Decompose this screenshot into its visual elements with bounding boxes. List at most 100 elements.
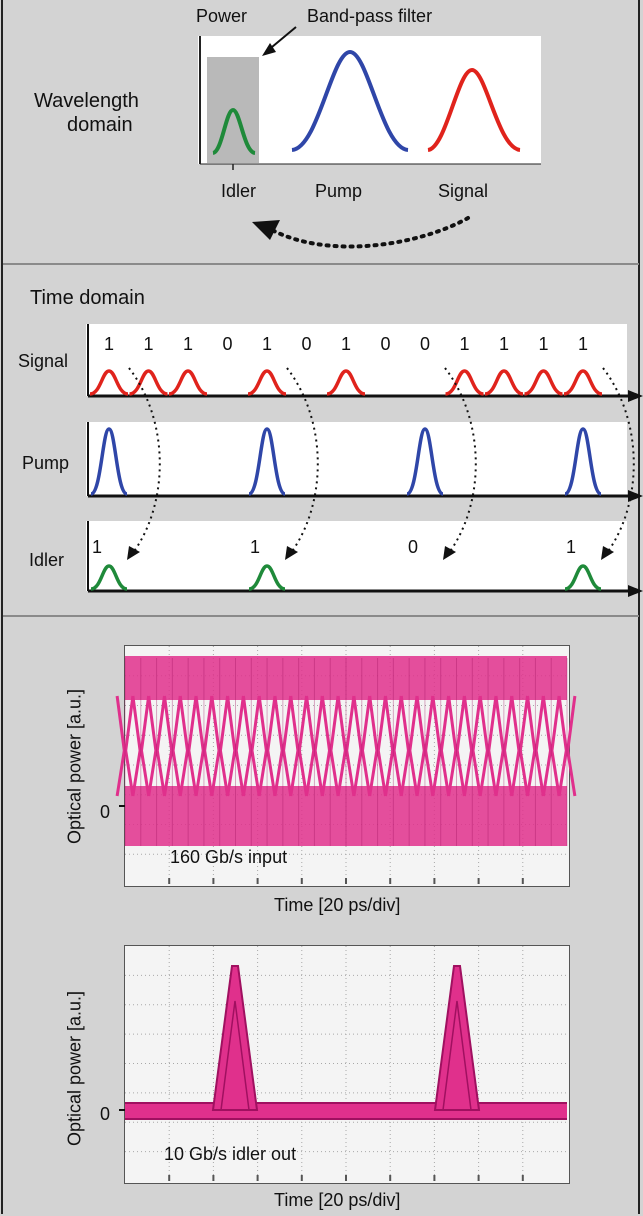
wavelength-domain-label-line1: Wavelength <box>34 90 139 112</box>
eye-top-crossing <box>368 695 387 797</box>
eye-top-crossing <box>557 695 577 797</box>
idler-bit-label: 1 <box>566 537 576 557</box>
signal-pulse <box>129 369 168 396</box>
pump-spectrum <box>291 49 409 152</box>
eye-bottom-zero-label: 0 <box>100 1104 111 1124</box>
wavelength-domain-label-line2: domain <box>67 114 133 136</box>
eye-top-crossing <box>541 695 561 797</box>
time-axis-arrow <box>628 490 643 502</box>
signal-pulse <box>445 369 484 396</box>
time-domain-title: Time domain <box>30 287 145 309</box>
eye-top-crossing <box>510 695 530 797</box>
eye-top-crossing <box>352 695 372 797</box>
eye-top-crossing <box>399 695 419 797</box>
eye-top-crossing <box>462 695 482 797</box>
signal-pulse <box>563 369 603 396</box>
signal-bit-label: 1 <box>499 334 509 354</box>
eye-top-crossing <box>431 695 451 797</box>
eye-top-crossing <box>415 695 435 797</box>
eye-top-crossing <box>494 695 514 797</box>
pump-pulse <box>248 427 286 496</box>
pump-wavelength-label: Pump <box>315 181 363 201</box>
signal-bit-label: 1 <box>262 334 272 354</box>
signal-pulse <box>247 369 287 396</box>
signal-pulse <box>326 369 366 396</box>
signal-bit-label: 1 <box>460 334 470 354</box>
signal-bit-label: 1 <box>183 334 193 354</box>
idler-bit-label: 1 <box>92 537 102 557</box>
mapping-arrowhead <box>443 546 456 560</box>
pump-pulse <box>564 427 602 496</box>
time-axis-arrow <box>628 390 643 402</box>
signal-wavelength-label: Signal <box>438 181 489 201</box>
signal-bit-label: 1 <box>578 334 588 354</box>
signal-pulse <box>484 369 524 396</box>
eye-top-crossing <box>336 695 356 797</box>
conversion-arrow <box>270 216 470 249</box>
mapping-arrowhead <box>285 546 298 560</box>
signal-bit-label: 0 <box>381 334 391 354</box>
signal-bit-label: 1 <box>539 334 549 354</box>
idler-bit-label: 1 <box>250 537 260 557</box>
signal-bit-label: 0 <box>420 334 430 354</box>
pump-row-label: Pump <box>22 453 70 473</box>
eye-top-crossing <box>526 695 545 797</box>
pump-pulse <box>406 427 444 496</box>
signal-bit-label: 1 <box>104 334 114 354</box>
eye-top-crossing <box>289 695 309 797</box>
eye-top-crossing <box>257 695 277 797</box>
signal-bit-label: 1 <box>341 334 351 354</box>
eye-bottom-pulse-inner <box>220 1000 250 1111</box>
eye-bottom-pulse-inner <box>442 1000 472 1111</box>
idler-row-label: Idler <box>29 550 65 570</box>
idler-bit-label: 0 <box>408 537 418 557</box>
idler-row-panel <box>86 521 627 591</box>
eye-top-crossing <box>194 695 214 797</box>
eye-bottom-pulse <box>211 965 259 1111</box>
signal-row-label: Signal <box>18 351 69 371</box>
eye-top-crossing <box>131 695 151 797</box>
eye-top-crossing <box>447 695 466 797</box>
idler-spectrum <box>211 107 256 155</box>
pump-pulse <box>90 427 128 496</box>
idler-wavelength-label: Idler <box>221 181 257 201</box>
idler-pulse <box>90 564 128 591</box>
mapping-arrowhead <box>127 546 140 560</box>
eye-top-zero-label: 0 <box>100 802 111 822</box>
signal-bit-label: 0 <box>223 334 233 354</box>
eye-top-band-low <box>125 786 567 846</box>
eye-top-crossing <box>273 695 293 797</box>
eye-top-crossing <box>210 695 230 797</box>
eye-top-crossing <box>162 695 182 797</box>
eye-top-crossing <box>241 695 261 797</box>
eye-bottom-baseline-band <box>125 1103 567 1119</box>
eye-top-crossing <box>383 695 403 797</box>
band-pass-filter-label: Band-pass filter <box>307 6 433 26</box>
signal-bit-label: 1 <box>144 334 154 354</box>
eye-top-crossing <box>178 695 198 797</box>
eye-top-band-high <box>125 656 567 700</box>
signal-pulse <box>168 369 208 396</box>
eye-top-crossing <box>147 695 166 797</box>
signal-spectrum <box>427 67 521 152</box>
signal-pulse <box>524 369 563 396</box>
eye-top-crossing <box>478 695 498 797</box>
mapping-arrowhead <box>601 546 614 560</box>
power-axis-label: Power <box>196 6 248 26</box>
eye-top-xlabel: Time [20 ps/div] <box>274 895 401 915</box>
idler-pulse <box>248 564 286 591</box>
idler-pulse <box>564 564 602 591</box>
eye-top-crossing <box>320 695 340 797</box>
pump-row-panel <box>86 422 627 496</box>
eye-bottom-caption: 10 Gb/s idler out <box>164 1144 297 1164</box>
eye-bottom-xlabel: Time [20 ps/div] <box>274 1190 401 1210</box>
eye-top-crossing <box>305 695 324 797</box>
eye-top-crossing <box>115 695 135 797</box>
eye-top-caption: 160 Gb/s input <box>170 847 288 867</box>
signal-bit-label: 0 <box>302 334 312 354</box>
